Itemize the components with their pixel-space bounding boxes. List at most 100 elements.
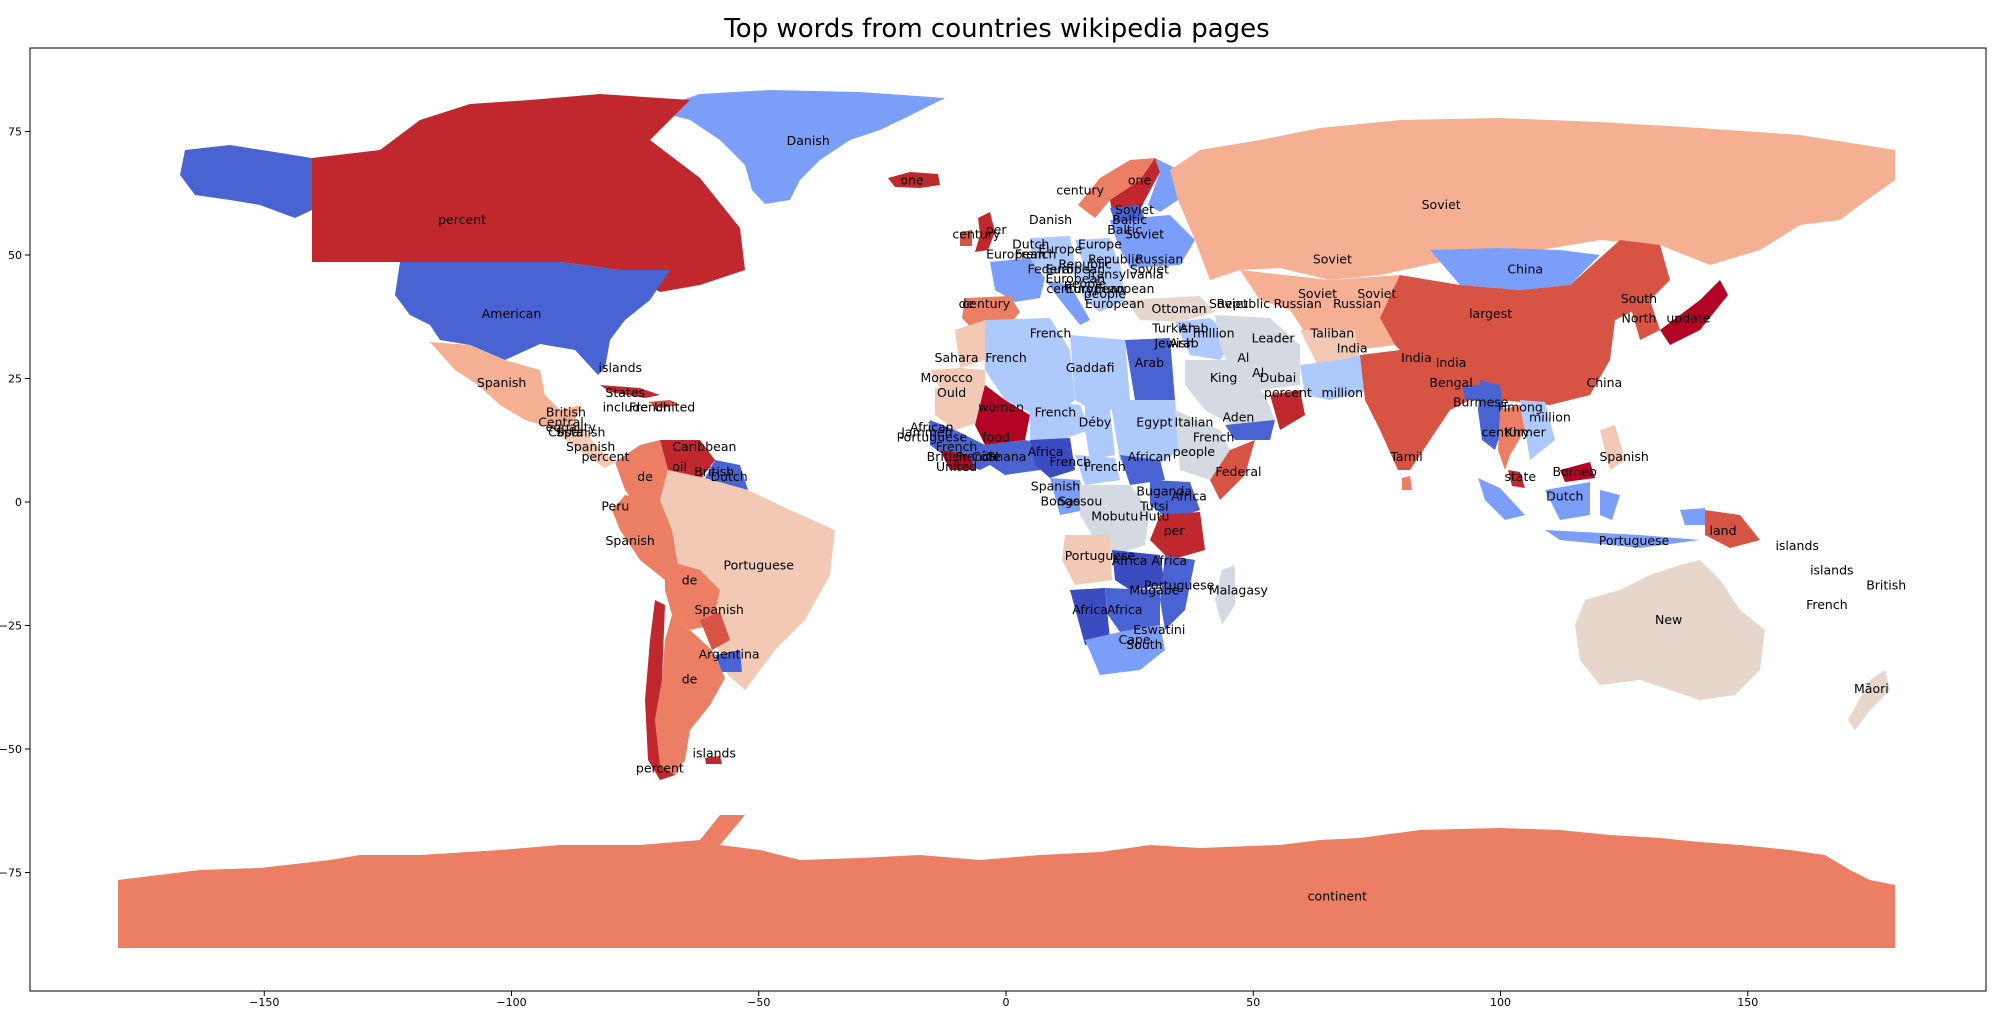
- country-word-label: one: [900, 172, 924, 187]
- country-somalia: [1210, 440, 1255, 500]
- country-namibia: [1070, 588, 1110, 645]
- country-malaysia: [1508, 470, 1525, 488]
- country-word-label: Russian: [1135, 251, 1183, 266]
- country-word-label: de: [637, 469, 653, 484]
- country-baltics: [1110, 205, 1145, 222]
- country-mexico: [430, 342, 582, 428]
- country-word-label: King: [1210, 370, 1238, 385]
- country-word-label: Russian: [1333, 296, 1381, 311]
- country-niger: [1030, 400, 1090, 440]
- country-word-label: Caribbean: [672, 439, 736, 454]
- country-word-label: Arab: [1169, 335, 1198, 350]
- country-word-label: Tamil: [1389, 449, 1422, 464]
- country-word-label: Gaddafi: [1066, 360, 1115, 375]
- country-word-label: Morocco: [920, 370, 972, 385]
- country-word-label: Africa: [1028, 444, 1064, 459]
- country-word-label: American: [482, 306, 542, 321]
- country-word-label: Argentina: [699, 647, 760, 662]
- country-russia: [1170, 118, 1895, 280]
- country-sri-lanka: [1402, 476, 1412, 490]
- y-tick-label: 25: [8, 373, 22, 386]
- country-word-label: de: [959, 296, 975, 311]
- country-word-label: Africa: [1112, 553, 1148, 568]
- country-word-label: European: [1045, 261, 1105, 276]
- country-word-label: French: [1035, 405, 1077, 420]
- country-word-label: African: [910, 419, 954, 434]
- country-word-label: Mobutu: [1091, 508, 1138, 523]
- country-mozambique: [1160, 555, 1195, 630]
- country-word-label: islands: [692, 745, 736, 760]
- country-word-label: French: [1050, 454, 1092, 469]
- country-word-label: Spanish: [1031, 479, 1080, 494]
- country-colombia: [615, 440, 668, 510]
- country-word-label: de: [682, 573, 698, 588]
- country-word-label: Hmong: [1498, 400, 1543, 415]
- country-venezuela: [660, 440, 715, 480]
- country-word-label: Africa: [1107, 602, 1143, 617]
- country-word-label: million: [1321, 385, 1363, 400]
- country-word-label: century: [952, 227, 1000, 242]
- country-kenya-uganda: [1150, 480, 1200, 520]
- country-usa: [395, 262, 670, 375]
- axes-frame: [29, 47, 1987, 992]
- country-egypt: [1125, 338, 1175, 400]
- country-word-label: million: [1193, 326, 1235, 341]
- country-word-label: people: [1064, 276, 1107, 291]
- country-word-label: European: [986, 247, 1046, 262]
- country-libya: [1070, 335, 1130, 415]
- country-falklands: [705, 756, 722, 764]
- country-caribbean: [600, 385, 660, 398]
- country-word-label: Ottoman: [1152, 301, 1207, 316]
- country-mauritania: [935, 385, 985, 430]
- country-australia: [1575, 560, 1765, 700]
- country-word-label: Peru: [601, 498, 629, 513]
- country-word-label: Bengal: [1429, 375, 1472, 390]
- country-chile: [645, 600, 675, 780]
- country-word-label: Soviet: [1125, 227, 1164, 242]
- country-word-label: Ould: [937, 385, 966, 400]
- country-kazakhstan: [1240, 270, 1430, 320]
- country-word-label: South: [1621, 291, 1657, 306]
- y-tick-label: −50: [0, 743, 22, 756]
- country-word-label: United: [936, 459, 977, 474]
- country-word-label: percent: [1264, 385, 1312, 400]
- country-myanmar: [1478, 380, 1505, 450]
- country-indonesia: [1478, 478, 1705, 548]
- country-word-label: China: [1586, 375, 1622, 390]
- country-word-label: China: [1507, 261, 1543, 276]
- country-zambia: [1112, 550, 1165, 590]
- country-word-label: Danish: [787, 133, 830, 148]
- country-poland: [1075, 238, 1118, 268]
- country-word-label: French: [1015, 247, 1057, 262]
- country-new-zealand: [1848, 670, 1890, 730]
- country-word-label: French: [1030, 326, 1072, 341]
- country-word-label: Costa: [548, 424, 583, 439]
- country-word-label: century: [1482, 424, 1530, 439]
- country-word-label: Soviet: [1422, 197, 1461, 212]
- country-word-label: European: [1045, 271, 1105, 286]
- country-word-label: Republic: [1088, 251, 1142, 266]
- y-tick-label: 75: [8, 126, 22, 139]
- country-oman-uae: [1270, 390, 1305, 430]
- country-word-label: Sassou: [1058, 494, 1102, 509]
- country-word-label: one: [1128, 172, 1152, 187]
- country-word-label: European: [1085, 296, 1145, 311]
- country-word-label: Al: [1237, 350, 1249, 365]
- country-word-label: Dutch: [710, 469, 747, 484]
- country-word-label: Baltic: [1112, 212, 1147, 227]
- country-central-america: [552, 420, 615, 468]
- country-nigeria: [1030, 438, 1075, 478]
- country-iceland: [888, 172, 940, 188]
- country-turkey: [1125, 296, 1215, 322]
- country-word-label: French: [985, 350, 1027, 365]
- country-word-label: Portuguese: [724, 558, 795, 573]
- country-word-label: Jammeh: [900, 424, 952, 439]
- country-word-label: Portuguese: [1065, 548, 1136, 563]
- country-eritrea-ethiopia: [1175, 410, 1235, 480]
- country-word-label: Portuguese: [1599, 533, 1670, 548]
- country-word-label: Africa: [1072, 602, 1108, 617]
- y-tick-label: 50: [8, 249, 22, 262]
- country-word-label: French: [1084, 459, 1126, 474]
- country-botswana-zim: [1105, 588, 1160, 632]
- country-saudi: [1185, 360, 1275, 430]
